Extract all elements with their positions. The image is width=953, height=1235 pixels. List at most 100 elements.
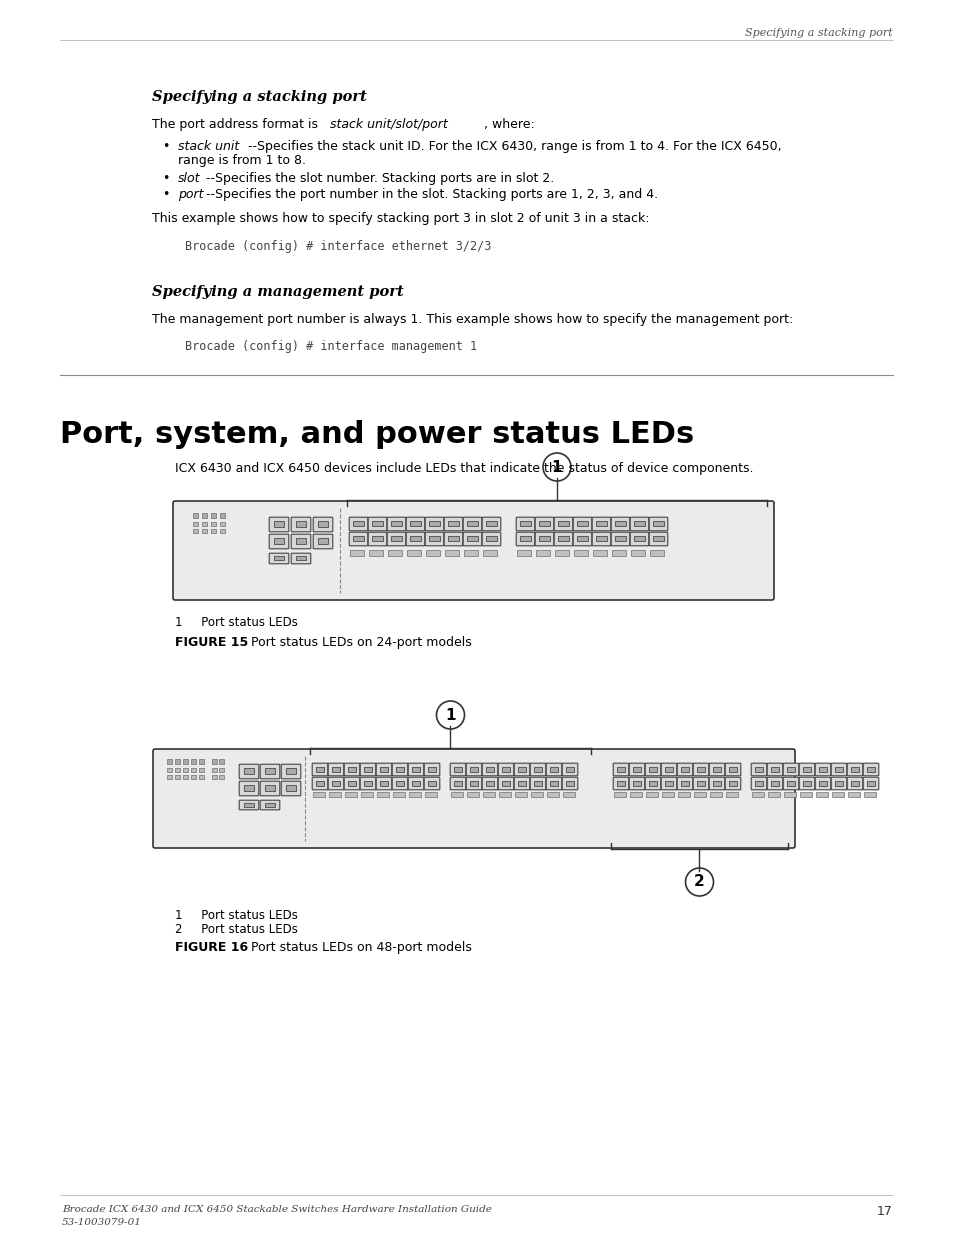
Bar	[574, 550, 587, 556]
Bar	[617, 767, 624, 772]
Bar	[850, 781, 859, 785]
Bar	[653, 521, 663, 526]
Text: 1: 1	[445, 708, 456, 722]
Bar	[632, 767, 640, 772]
Bar	[549, 767, 558, 772]
Bar	[678, 792, 689, 797]
Bar	[388, 550, 401, 556]
Bar	[696, 767, 704, 772]
Bar	[274, 538, 284, 545]
Text: Brocade (config) # interface ethernet 3/2/3: Brocade (config) # interface ethernet 3/…	[185, 240, 491, 253]
FancyBboxPatch shape	[592, 517, 610, 531]
Bar	[482, 550, 497, 556]
FancyBboxPatch shape	[611, 517, 629, 531]
FancyBboxPatch shape	[466, 777, 481, 790]
Bar	[565, 781, 574, 785]
Bar	[295, 538, 306, 545]
FancyBboxPatch shape	[724, 777, 740, 790]
Bar	[680, 767, 688, 772]
Bar	[274, 556, 284, 561]
Bar	[696, 781, 704, 785]
Text: 1     Port status LEDs: 1 Port status LEDs	[174, 909, 297, 923]
Bar	[712, 767, 720, 772]
FancyBboxPatch shape	[815, 763, 830, 776]
Text: •: •	[162, 188, 170, 201]
Bar	[693, 792, 705, 797]
Text: , where:: , where:	[479, 119, 535, 131]
FancyBboxPatch shape	[630, 517, 648, 531]
FancyBboxPatch shape	[724, 763, 740, 776]
Bar	[345, 792, 356, 797]
Bar	[212, 776, 216, 779]
Bar	[648, 767, 657, 772]
FancyBboxPatch shape	[561, 777, 578, 790]
Bar	[482, 792, 495, 797]
Bar	[407, 550, 420, 556]
Bar	[350, 550, 364, 556]
FancyBboxPatch shape	[481, 777, 497, 790]
FancyBboxPatch shape	[846, 763, 862, 776]
Bar	[593, 550, 606, 556]
Bar	[167, 776, 172, 779]
FancyBboxPatch shape	[660, 763, 676, 776]
Text: FIGURE 16: FIGURE 16	[174, 941, 248, 953]
Bar	[183, 776, 188, 779]
Bar	[531, 792, 542, 797]
Bar	[363, 767, 372, 772]
Text: 53-1003079-01: 53-1003079-01	[62, 1218, 142, 1228]
FancyBboxPatch shape	[750, 763, 766, 776]
FancyBboxPatch shape	[644, 763, 660, 776]
FancyBboxPatch shape	[392, 777, 407, 790]
FancyBboxPatch shape	[387, 532, 405, 546]
Bar	[427, 767, 436, 772]
Text: Brocade ICX 6430 and ICX 6450 Stackable Switches Hardware Installation Guide: Brocade ICX 6430 and ICX 6450 Stackable …	[62, 1205, 492, 1214]
Bar	[332, 767, 340, 772]
FancyBboxPatch shape	[375, 763, 392, 776]
Bar	[295, 556, 306, 561]
FancyBboxPatch shape	[613, 777, 628, 790]
Bar	[360, 792, 373, 797]
FancyBboxPatch shape	[450, 777, 465, 790]
Bar	[329, 792, 340, 797]
FancyBboxPatch shape	[313, 535, 333, 548]
Text: stack unit: stack unit	[178, 140, 239, 153]
FancyBboxPatch shape	[573, 532, 591, 546]
Bar	[818, 767, 826, 772]
Bar	[448, 536, 458, 541]
FancyBboxPatch shape	[424, 777, 439, 790]
FancyBboxPatch shape	[644, 777, 660, 790]
Text: The port address format is: The port address format is	[152, 119, 322, 131]
Bar	[866, 781, 874, 785]
FancyBboxPatch shape	[281, 782, 300, 795]
Bar	[427, 781, 436, 785]
FancyBboxPatch shape	[444, 517, 462, 531]
FancyBboxPatch shape	[830, 777, 846, 790]
FancyBboxPatch shape	[425, 532, 443, 546]
FancyBboxPatch shape	[349, 532, 368, 546]
FancyBboxPatch shape	[375, 777, 392, 790]
Text: port: port	[178, 188, 203, 201]
Bar	[486, 536, 497, 541]
Bar	[834, 781, 842, 785]
FancyBboxPatch shape	[554, 532, 572, 546]
FancyBboxPatch shape	[260, 800, 279, 810]
Bar	[802, 767, 810, 772]
FancyBboxPatch shape	[677, 763, 692, 776]
FancyBboxPatch shape	[750, 777, 766, 790]
FancyBboxPatch shape	[239, 764, 258, 779]
Bar	[199, 776, 204, 779]
Bar	[558, 521, 568, 526]
Bar	[534, 781, 541, 785]
Text: --Specifies the port number in the slot. Stacking ports are 1, 2, 3, and 4.: --Specifies the port number in the slot.…	[202, 188, 658, 201]
Bar	[202, 529, 207, 534]
Bar	[645, 792, 658, 797]
Bar	[630, 550, 644, 556]
Bar	[649, 550, 663, 556]
FancyBboxPatch shape	[782, 763, 798, 776]
Text: --Specifies the stack unit ID. For the ICX 6430, range is from 1 to 4. For the I: --Specifies the stack unit ID. For the I…	[244, 140, 781, 153]
Bar	[802, 781, 810, 785]
FancyBboxPatch shape	[269, 535, 289, 548]
Bar	[220, 513, 225, 517]
Bar	[847, 792, 859, 797]
Bar	[183, 760, 188, 764]
